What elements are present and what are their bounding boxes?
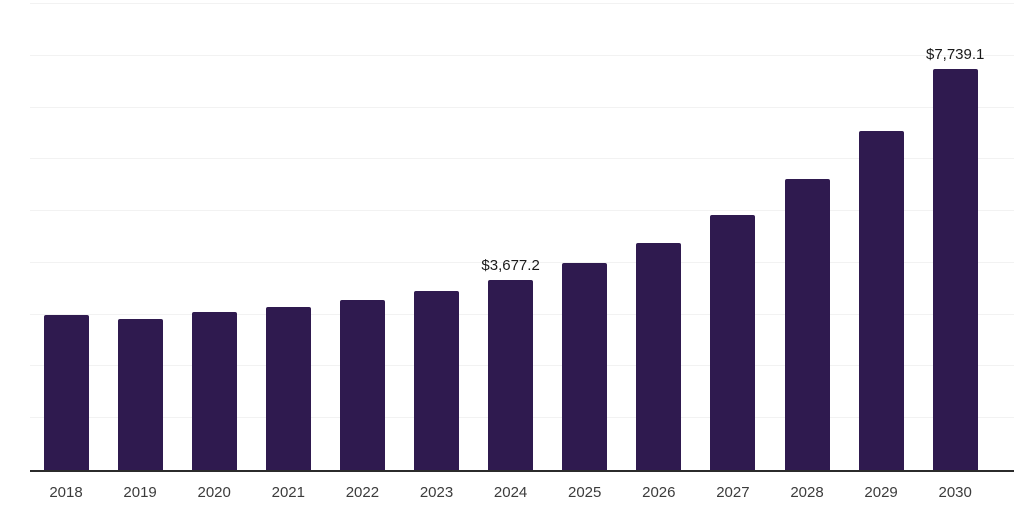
gridline-9000 [30, 3, 1014, 4]
x-tick-label-2022: 2022 [345, 484, 380, 501]
x-tick-label-2020: 2020 [197, 484, 231, 501]
bar-2018 [43, 314, 89, 470]
bar-2019 [117, 318, 163, 470]
bar-2021 [265, 306, 311, 470]
bar-2029 [858, 130, 904, 470]
gridline-6000 [30, 158, 1014, 160]
bar-2025 [562, 262, 608, 470]
gridline-7000 [30, 106, 1014, 108]
bar-2030 [932, 69, 978, 470]
bar-2022 [339, 299, 385, 470]
bar-2028 [784, 179, 830, 470]
x-tick-label-2028: 2028 [790, 484, 824, 501]
x-tick-label-2019: 2019 [123, 484, 157, 501]
gridline-4000 [30, 261, 1014, 263]
x-tick-label-2030: 2030 [938, 484, 972, 501]
x-tick-label-2025: 2025 [568, 484, 602, 501]
x-tick-label-2023: 2023 [419, 484, 454, 501]
bar-2023 [414, 291, 459, 470]
x-tick-label-2026: 2026 [642, 484, 676, 501]
gridline-8000 [30, 54, 1014, 56]
bar-2024 [488, 279, 534, 470]
plot-area: $3,677.2 $7,739.1 [30, 3, 1014, 472]
x-axis-tick-labels: 2018 2019 2020 2021 2022 2023 2024 2025 2026 2027… [30, 482, 1014, 504]
gridline-5000 [30, 210, 1014, 212]
x-tick-label-2021: 2021 [271, 484, 305, 501]
data-label-2024: $3,677.2 [481, 256, 540, 274]
bar-2020 [191, 312, 237, 470]
bar-2027 [710, 215, 756, 470]
x-tick-label-2018: 2018 [49, 484, 83, 501]
data-label-2030: $7,739.1 [925, 46, 985, 64]
bar-2026 [636, 242, 682, 470]
x-tick-label-2027: 2027 [716, 484, 750, 501]
x-tick-label-2024: 2024 [493, 484, 528, 501]
x-tick-label-2029: 2029 [864, 484, 898, 501]
